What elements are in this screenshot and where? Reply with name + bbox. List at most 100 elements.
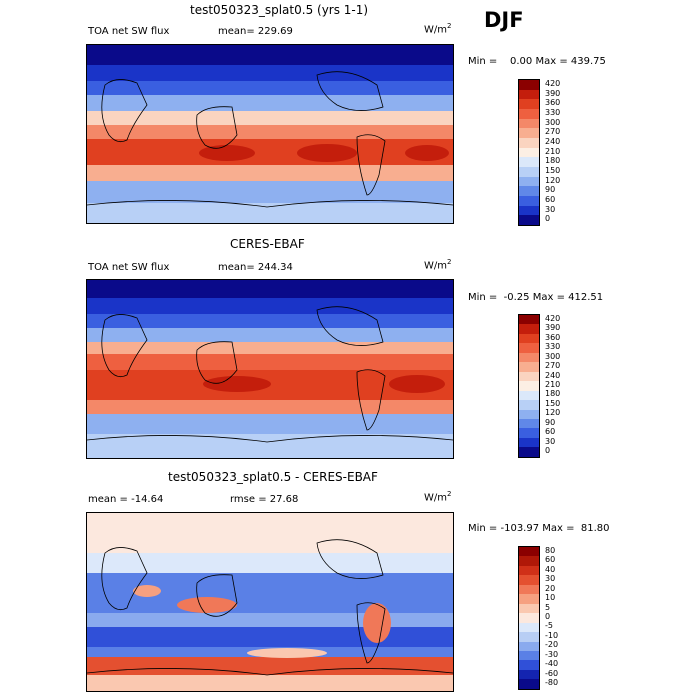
colorbar-swatch	[519, 137, 539, 148]
panel3-units: W/m2	[424, 490, 452, 504]
colorbar-swatch	[519, 584, 539, 595]
colorbar-swatch	[519, 315, 539, 325]
colorbar-swatch	[519, 186, 539, 196]
colorbar-swatch	[519, 80, 539, 90]
colorbar-swatch	[519, 324, 539, 334]
colorbar-tick-label: 180	[545, 389, 561, 399]
colorbar-swatch	[519, 352, 539, 363]
panel1-title: test050323_splat0.5 (yrs 1-1)	[190, 3, 369, 17]
colorbar-tick-label: 210	[545, 380, 561, 389]
colorbar-tick-label: 360	[545, 98, 561, 108]
colorbar-swatch	[519, 157, 539, 167]
colorbar-swatch	[519, 575, 539, 585]
colorbar-swatch	[519, 128, 539, 138]
colorbar-swatch	[519, 147, 539, 158]
colorbar-swatch	[519, 547, 539, 557]
colorbar-tick-label: 60	[545, 427, 556, 437]
panel2-field-label: TOA net SW flux	[88, 262, 170, 273]
colorbar-tick-label: 30	[545, 574, 556, 584]
panel1-field-label: TOA net SW flux	[88, 26, 170, 37]
colorbar-tick-label: -5	[545, 621, 553, 631]
colorbar-tick-label: -30	[545, 649, 559, 659]
colorbar-tick-label: 420	[545, 313, 561, 323]
colorbar-swatch	[519, 215, 539, 225]
colorbar-tick-label: 0	[545, 612, 551, 621]
colorbar-swatch	[519, 594, 539, 604]
colorbar-swatch	[519, 343, 539, 353]
colorbar-tick-label: 360	[545, 332, 561, 342]
panel3-colorbar	[518, 546, 540, 690]
colorbar-tick-label: 300	[545, 351, 561, 361]
colorbar-tick-label: 30	[545, 204, 556, 214]
colorbar-tick-label: 420	[545, 78, 561, 88]
colorbar-swatch	[519, 333, 539, 344]
panel1-map	[86, 44, 454, 224]
panel3-minmax: Min = -103.97 Max = 81.80	[468, 523, 610, 534]
colorbar-swatch	[519, 418, 539, 429]
colorbar-swatch	[519, 437, 539, 448]
colorbar-tick-label: 0	[545, 446, 551, 456]
colorbar-swatch	[519, 390, 539, 401]
panel1-colorbar	[518, 79, 540, 226]
colorbar-swatch	[519, 603, 539, 614]
colorbar-swatch	[519, 381, 539, 391]
colorbar-tick-label: 240	[545, 370, 561, 380]
colorbar-swatch	[519, 556, 539, 566]
colorbar-swatch	[519, 650, 539, 661]
colorbar-swatch	[519, 428, 539, 438]
colorbar-tick-label: 40	[545, 564, 556, 574]
colorbar-tick-label: 0	[545, 214, 551, 224]
colorbar-swatch	[519, 447, 539, 457]
panel1-units: W/m2	[424, 22, 452, 36]
colorbar-swatch	[519, 118, 539, 129]
colorbar-tick-label: 330	[545, 107, 561, 117]
season-label: DJF	[484, 8, 524, 32]
colorbar-tick-label: 5	[545, 602, 551, 612]
colorbar-tick-label: 120	[545, 408, 561, 418]
colorbar-swatch	[519, 99, 539, 109]
colorbar-tick-label: -60	[545, 668, 559, 678]
colorbar-swatch	[519, 565, 539, 576]
colorbar-swatch	[519, 660, 539, 670]
colorbar-tick-label: 300	[545, 117, 561, 127]
colorbar-tick-label: 120	[545, 175, 561, 185]
panel3-map	[86, 512, 454, 692]
panel2-title: CERES-EBAF	[230, 237, 305, 251]
colorbar-swatch	[519, 669, 539, 680]
panel3-rmse-label: rmse = 27.68	[230, 494, 299, 505]
colorbar-tick-label: 80	[545, 545, 556, 555]
panel3-mean-label: mean = -14.64	[88, 494, 164, 505]
colorbar-swatch	[519, 622, 539, 633]
colorbar-tick-label: 390	[545, 323, 561, 333]
colorbar-swatch	[519, 195, 539, 206]
colorbar-tick-label: 90	[545, 417, 556, 427]
colorbar-swatch	[519, 613, 539, 623]
colorbar-swatch	[519, 371, 539, 382]
colorbar-swatch	[519, 632, 539, 642]
colorbar-tick-label: 90	[545, 185, 556, 195]
colorbar-tick-label: 60	[545, 194, 556, 204]
colorbar-swatch	[519, 176, 539, 187]
panel2-minmax: Min = -0.25 Max = 412.51	[468, 292, 604, 303]
colorbar-tick-label: 240	[545, 136, 561, 146]
panel2-colorbar	[518, 314, 540, 458]
panel2-mean-label: mean= 244.34	[218, 262, 293, 273]
colorbar-tick-label: 330	[545, 342, 561, 352]
colorbar-tick-label: 30	[545, 436, 556, 446]
panel1-minmax: Min = 0.00 Max = 439.75	[468, 56, 606, 67]
colorbar-swatch	[519, 108, 539, 119]
colorbar-tick-label: -20	[545, 640, 559, 650]
colorbar-tick-label: 60	[545, 555, 556, 565]
colorbar-tick-label: -10	[545, 630, 559, 640]
colorbar-tick-label: 150	[545, 398, 561, 408]
colorbar-tick-label: 10	[545, 593, 556, 603]
colorbar-tick-label: 270	[545, 361, 561, 371]
colorbar-swatch	[519, 409, 539, 419]
colorbar-swatch	[519, 362, 539, 372]
panel2-map	[86, 279, 454, 459]
colorbar-swatch	[519, 400, 539, 410]
panel1-mean-label: mean= 229.69	[218, 26, 293, 37]
panel2-units: W/m2	[424, 258, 452, 272]
colorbar-tick-label: 150	[545, 165, 561, 175]
colorbar-tick-label: 20	[545, 583, 556, 593]
